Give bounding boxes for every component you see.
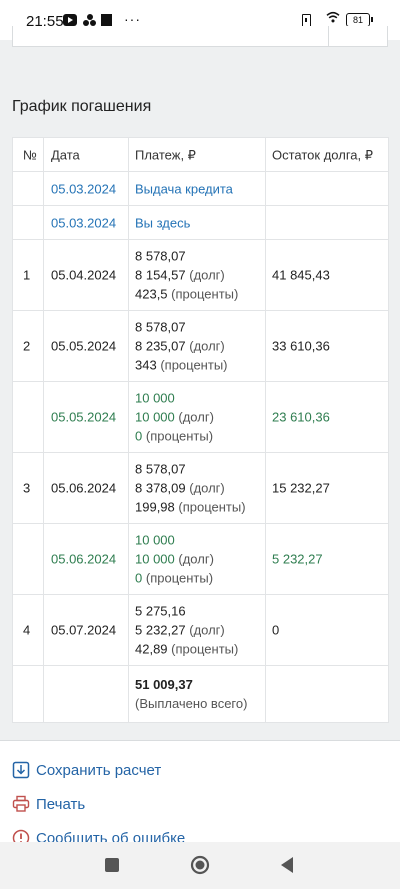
table-row: 4 05.07.2024 5 275,16 5 232,27 (долг) 42… <box>13 594 388 665</box>
row-payment: 5 275,16 5 232,27 (долг) 42,89 (проценты… <box>135 603 239 657</box>
row-number: 2 <box>23 338 31 354</box>
row-number: 4 <box>23 622 31 638</box>
row-date: 05.07.2024 <box>51 622 117 638</box>
header-payment: Платеж, ₽ <box>135 147 196 162</box>
save-calculation-link[interactable]: Сохранить расчет <box>12 758 161 782</box>
row-payment: 10 000 10 000 (долг) 0 (проценты) <box>135 390 214 444</box>
row-date: 05.05.2024 <box>51 338 117 354</box>
home-icon[interactable] <box>189 854 211 876</box>
total-label: (Выплачено всего) <box>135 696 248 711</box>
row-date: 05.04.2024 <box>51 267 117 283</box>
download-icon <box>12 761 30 779</box>
header-date: Дата <box>51 147 80 162</box>
row-balance: 5 232,27 <box>272 551 323 567</box>
battery-icon: 81 <box>346 13 373 27</box>
row-payment: Выдача кредита <box>135 181 233 196</box>
printer-icon <box>12 795 30 812</box>
repayment-schedule-table: № Дата Платеж, ₽ Остаток долга, ₽ 05.03.… <box>12 137 389 723</box>
row-date: 05.03.2024 <box>51 215 117 230</box>
row-date: 05.06.2024 <box>51 551 117 567</box>
row-balance: 15 232,27 <box>272 480 330 496</box>
row-date: 05.06.2024 <box>51 480 117 496</box>
row-balance: 0 <box>272 622 280 638</box>
total-paid: 51 009,37 (Выплачено всего) <box>135 675 247 713</box>
status-time: 21:55 <box>26 13 64 30</box>
row-payment: Вы здесь <box>135 215 191 230</box>
actions-panel: Сохранить расчет Печать Сообщить об ошиб… <box>0 740 400 847</box>
system-navigation-bar <box>0 842 400 889</box>
more-notifications-icon: ··· <box>124 11 141 27</box>
wifi-icon <box>326 11 340 23</box>
table-row: 3 05.06.2024 8 578,07 8 378,09 (долг) 19… <box>13 452 388 523</box>
row-payment: 10 000 10 000 (долг) 0 (проценты) <box>135 532 214 586</box>
row-number: 3 <box>23 480 31 496</box>
table-row: 1 05.04.2024 8 578,07 8 154,57 (долг) 42… <box>13 239 388 310</box>
row-date: 05.03.2024 <box>51 181 117 196</box>
square-notification-icon <box>101 14 112 26</box>
youtube-icon <box>63 14 77 26</box>
previous-card <box>12 26 388 47</box>
row-balance: 33 610,36 <box>272 338 330 354</box>
row-payment: 8 578,07 8 154,57 (долг) 423,5 (проценты… <box>135 248 239 302</box>
row-payment: 8 578,07 8 235,07 (долг) 343 (проценты) <box>135 319 228 373</box>
row-balance: 23 610,36 <box>272 409 330 425</box>
back-icon[interactable] <box>277 854 299 876</box>
row-number: 1 <box>23 267 31 283</box>
table-row: 05.03.2024 Вы здесь <box>13 205 388 239</box>
total-row: 51 009,37 (Выплачено всего) <box>13 665 388 722</box>
section-title: График погашения <box>12 98 152 115</box>
table-row: 2 05.05.2024 8 578,07 8 235,07 (долг) 34… <box>13 310 388 381</box>
total-value: 51 009,37 <box>135 677 193 692</box>
row-date: 05.05.2024 <box>51 409 117 425</box>
card-divider <box>328 26 329 46</box>
row-balance: 41 845,43 <box>272 267 330 283</box>
table-header: № Дата Платеж, ₽ Остаток долга, ₽ <box>13 138 388 171</box>
row-payment: 8 578,07 8 378,09 (долг) 199,98 (процент… <box>135 461 246 515</box>
recent-apps-icon[interactable] <box>101 854 123 876</box>
header-balance: Остаток долга, ₽ <box>272 147 373 162</box>
table-row: 05.06.2024 10 000 10 000 (долг) 0 (проце… <box>13 523 388 594</box>
table-row: 05.05.2024 10 000 10 000 (долг) 0 (проце… <box>13 381 388 452</box>
app-notification-icon <box>83 14 97 26</box>
print-link[interactable]: Печать <box>12 792 85 816</box>
header-number: № <box>23 147 37 162</box>
table-row: 05.03.2024 Выдача кредита <box>13 171 388 205</box>
